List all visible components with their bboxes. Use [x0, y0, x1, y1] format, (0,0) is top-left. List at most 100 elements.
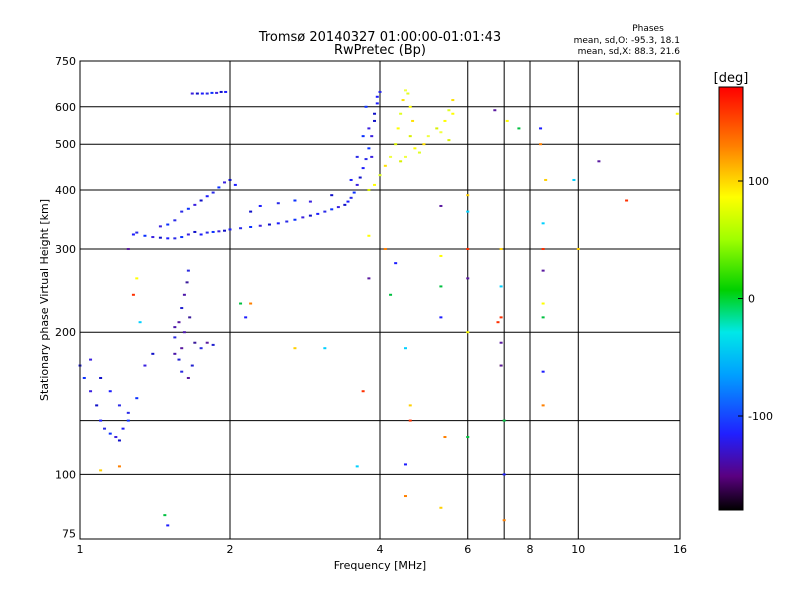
data-point	[499, 316, 503, 319]
colorbar-ticks: -100 0 100	[738, 175, 773, 423]
data-point	[541, 222, 545, 225]
data-point	[367, 234, 371, 237]
data-point	[499, 248, 503, 251]
data-point	[330, 208, 334, 211]
data-point	[517, 127, 521, 130]
data-point	[199, 199, 203, 202]
data-point	[367, 147, 371, 150]
data-point	[361, 390, 365, 393]
data-point	[343, 203, 347, 206]
data-point	[422, 143, 426, 146]
data-point	[358, 176, 362, 179]
data-point	[211, 230, 215, 233]
data-point	[399, 160, 403, 163]
x-tick-label: 16	[673, 543, 687, 556]
data-point	[223, 229, 227, 232]
chart-subtitle: RwPretec (Bp)	[334, 43, 426, 58]
data-point	[403, 155, 407, 158]
data-point	[378, 90, 382, 93]
data-point	[383, 248, 387, 251]
data-point	[293, 199, 297, 202]
data-point	[355, 183, 359, 186]
data-point	[349, 196, 353, 199]
data-point	[389, 293, 393, 296]
data-point	[403, 89, 407, 92]
data-point	[135, 277, 139, 280]
y-tick-label: 750	[55, 55, 76, 68]
data-point	[541, 302, 545, 305]
data-point	[258, 204, 262, 207]
data-point	[249, 302, 253, 305]
data-point	[493, 109, 497, 112]
data-point	[406, 92, 410, 95]
data-point	[293, 218, 297, 221]
data-point	[466, 210, 470, 213]
data-point	[89, 390, 93, 393]
data-point	[370, 155, 374, 158]
data-point	[443, 119, 447, 122]
data-point	[316, 212, 320, 215]
data-point	[408, 419, 412, 422]
data-point	[373, 183, 377, 186]
data-point	[249, 210, 253, 213]
data-point	[426, 135, 430, 138]
data-point	[193, 203, 197, 206]
data-point	[117, 439, 121, 442]
data-point	[466, 436, 470, 439]
colorbar-tick-label: 0	[748, 293, 755, 306]
data-point	[219, 90, 223, 93]
data-point	[233, 183, 237, 186]
data-point	[185, 281, 189, 284]
grid-layer	[80, 61, 680, 539]
data-point	[675, 112, 679, 115]
x-axis-ticks: 1 2 4 6 8 10 16	[77, 543, 688, 556]
data-point	[389, 155, 393, 158]
data-point	[151, 236, 155, 239]
data-point	[293, 347, 297, 350]
data-point	[186, 269, 190, 272]
data-point	[323, 347, 327, 350]
data-point	[364, 158, 368, 161]
data-point	[396, 127, 400, 130]
data-point	[403, 463, 407, 466]
data-point	[173, 219, 177, 222]
data-point	[394, 143, 398, 146]
data-point	[541, 404, 545, 407]
data-point	[190, 92, 194, 95]
data-point	[308, 200, 312, 203]
data-point	[193, 341, 197, 344]
data-point	[367, 127, 371, 130]
data-point	[367, 188, 371, 191]
data-point	[539, 143, 543, 146]
data-point	[82, 376, 86, 379]
data-point	[199, 347, 203, 350]
data-point	[131, 233, 135, 236]
data-point	[126, 248, 130, 251]
data-point	[378, 174, 382, 177]
data-point	[173, 237, 177, 240]
data-point	[413, 147, 417, 150]
data-point	[126, 411, 130, 414]
data-point	[211, 343, 215, 346]
data-point	[258, 224, 262, 227]
plot-frame	[79, 60, 681, 540]
data-point	[186, 376, 190, 379]
data-point	[135, 231, 139, 234]
data-point	[193, 230, 197, 233]
data-point	[217, 186, 221, 189]
data-point	[173, 326, 177, 329]
data-point	[224, 90, 228, 93]
data-point	[143, 234, 147, 237]
data-point	[451, 112, 455, 115]
data-point	[361, 135, 365, 138]
x-tick-label: 2	[227, 543, 234, 556]
data-point	[267, 223, 271, 226]
data-point	[158, 225, 162, 228]
data-point	[151, 352, 155, 355]
data-point	[411, 119, 415, 122]
data-point	[541, 269, 545, 272]
data-point	[126, 419, 130, 422]
data-point	[249, 225, 253, 228]
y-axis-label: Stationary phase Virtual Height [km]	[38, 199, 51, 401]
data-point	[466, 331, 470, 334]
